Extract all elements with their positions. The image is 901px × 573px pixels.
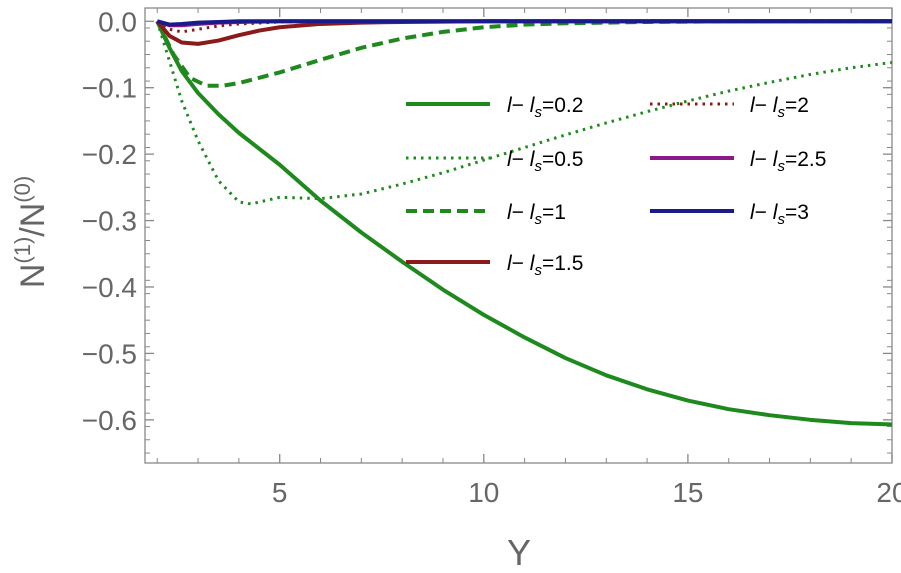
legend-label-1: l− ls=0.2 xyxy=(507,94,583,121)
y-axis-title-base2: N xyxy=(14,203,52,228)
y-axis-ticks: 0.0 −0.1 −0.2 −0.3 −0.4 −0.5 −0.6 xyxy=(82,6,892,454)
y-axis-title-base1: N xyxy=(14,264,52,289)
legend-label-6: l− ls=2.5 xyxy=(750,148,826,175)
y-axis-title-sup2: (0) xyxy=(10,176,35,203)
legend-label-7: l− ls=3 xyxy=(750,201,809,228)
x-tick-label: 10 xyxy=(468,477,499,508)
series-line-1 xyxy=(155,20,893,427)
legend: l− ls=0.2 l− ls=0.5 l− ls=1 l− ls=1.5 l− ls=… xyxy=(406,94,826,279)
x-axis-title: Y xyxy=(507,532,531,573)
x-axis-ticks: 5 10 15 20 xyxy=(156,8,901,508)
x-tick-label: 5 xyxy=(272,477,288,508)
legend-label-3: l− ls=1 xyxy=(507,201,566,228)
series-layer xyxy=(155,19,893,427)
x-tick-label: 15 xyxy=(672,477,703,508)
legend-label-5: l− ls=2 xyxy=(750,94,809,121)
plot-border xyxy=(144,7,893,464)
plot-frame xyxy=(144,7,893,464)
series-line-7 xyxy=(156,19,892,27)
legend-label-2: l− ls=0.5 xyxy=(507,148,583,175)
x-tick-label: 20 xyxy=(876,477,901,508)
legend-label-4: l− ls=1.5 xyxy=(507,252,583,279)
y-tick-label: −0.5 xyxy=(82,338,137,369)
y-axis-title: N(1)/N(0) xyxy=(10,176,52,288)
y-tick-label: −0.1 xyxy=(82,73,137,104)
y-axis-title-sup1: (1) xyxy=(10,237,35,264)
y-tick-label: −0.4 xyxy=(82,272,137,303)
y-tick-label: −0.3 xyxy=(82,206,137,237)
y-tick-label: −0.2 xyxy=(82,139,137,170)
y-tick-label: 0.0 xyxy=(98,6,137,37)
y-axis-title-slash: / xyxy=(14,227,52,237)
y-tick-label: −0.6 xyxy=(82,405,137,436)
